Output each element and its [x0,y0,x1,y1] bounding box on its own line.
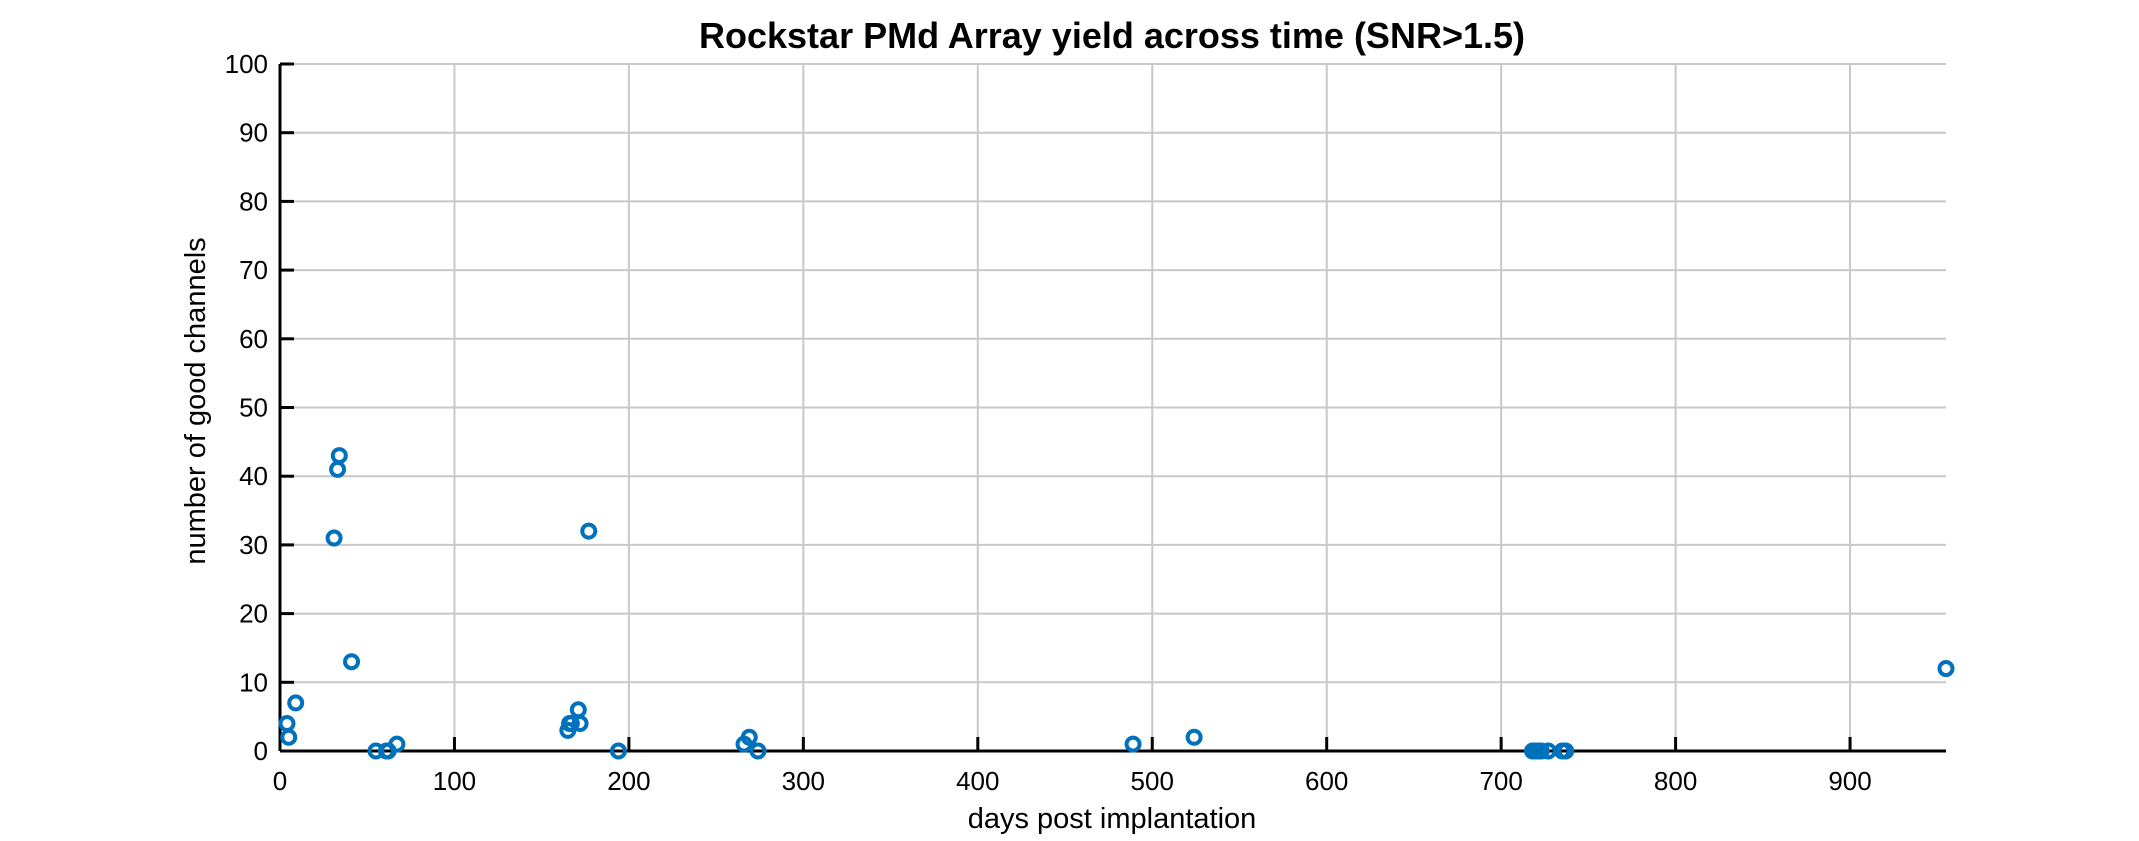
y-tick-label: 20 [239,599,268,629]
y-tick-label: 90 [239,118,268,148]
x-tick-label: 700 [1479,766,1522,796]
data-point [330,447,348,465]
data-point [287,694,305,712]
y-tick-label: 10 [239,667,268,697]
data-point [740,728,758,746]
y-tick-label: 60 [239,324,268,354]
x-tick-label: 100 [433,766,476,796]
data-point [1532,742,1550,760]
data-point [749,742,767,760]
x-axis-label: days post implantation [968,803,1257,835]
y-tick-label: 80 [239,186,268,216]
data-point [278,715,296,733]
x-tick-label: 600 [1305,766,1348,796]
data-point [571,715,589,733]
y-tick-label: 40 [239,461,268,491]
y-axis-label: number of good channels [180,237,212,564]
ticks: 0 100 200 300 400 500 600 700 800 900 0 10 20 30 40 50 6… [225,49,1872,796]
x-tick-label: 0 [273,766,287,796]
x-tick-label: 200 [607,766,650,796]
y-tick-label: 0 [254,736,268,766]
grid [280,63,1946,751]
data-point [325,529,343,547]
data-point [609,742,627,760]
x-tick-label: 300 [782,766,825,796]
data-point [1557,742,1575,760]
data-point [1124,735,1142,753]
data-point [580,522,598,540]
data-point [562,715,580,733]
x-tick-label: 900 [1828,766,1871,796]
y-tick-label: 50 [239,393,268,423]
data-points [278,447,1955,760]
data-point [569,701,587,719]
data-point [1185,728,1203,746]
data-point [388,735,406,753]
chart-title: Rockstar PMd Array yield across time (SN… [699,15,1525,56]
x-tick-label: 800 [1654,766,1697,796]
y-tick-label: 70 [239,255,268,285]
y-tick-label: 30 [239,530,268,560]
data-point [280,728,298,746]
x-tick-label: 500 [1131,766,1174,796]
data-point [343,653,361,671]
data-point [1937,660,1955,678]
x-tick-label: 400 [956,766,999,796]
data-point [329,460,347,478]
y-tick-label: 100 [225,49,268,79]
